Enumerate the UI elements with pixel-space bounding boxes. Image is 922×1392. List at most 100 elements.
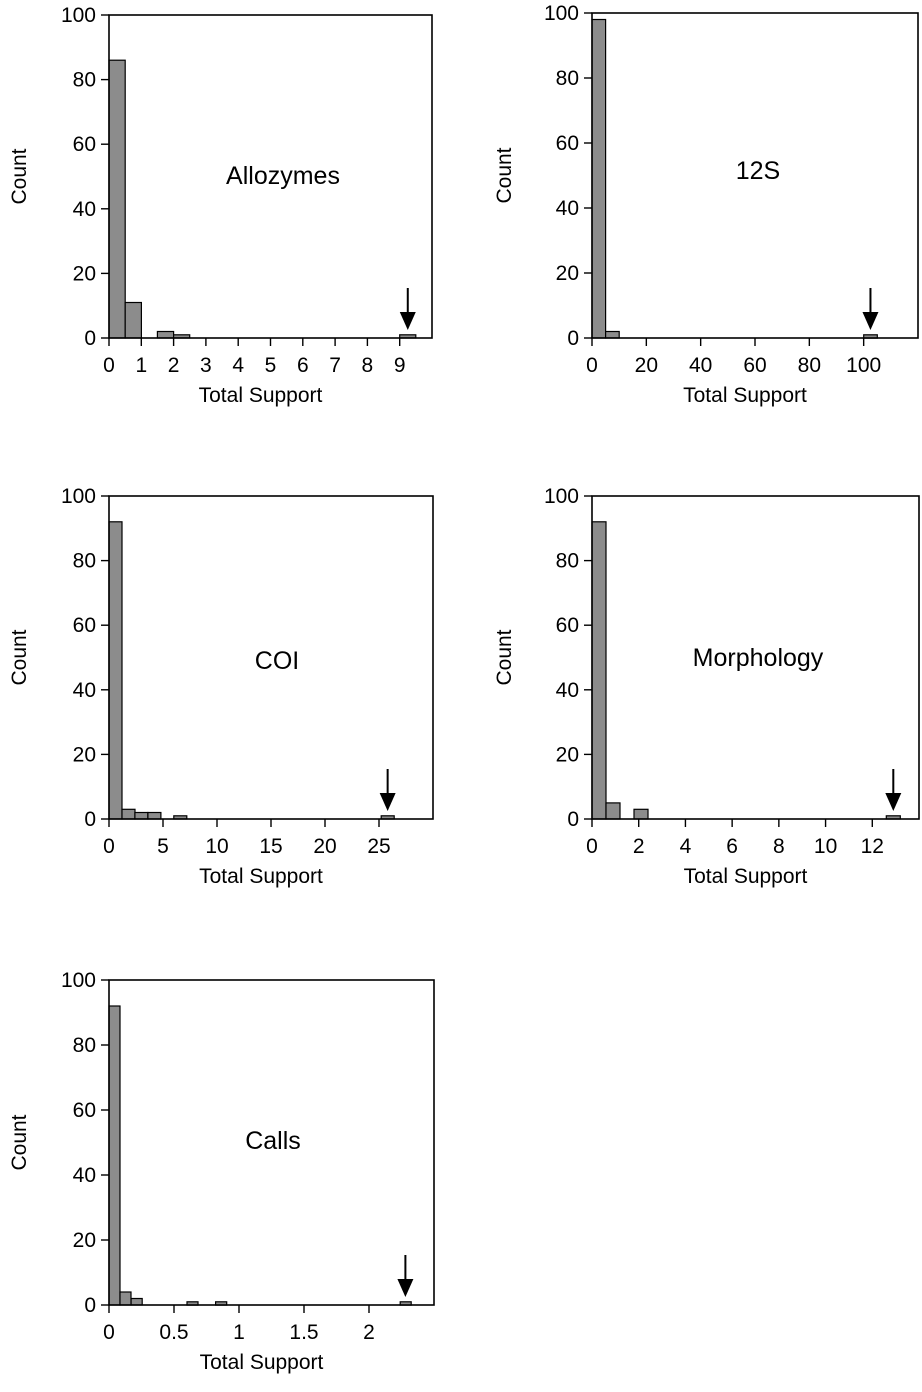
x-axis-title: Total Support (683, 384, 807, 407)
y-tick-label: 0 (567, 808, 579, 831)
panel-label: 12S (736, 157, 780, 185)
x-tick-label: 6 (297, 354, 309, 377)
panel-label: Calls (245, 1127, 301, 1155)
down-arrow-icon (399, 312, 416, 330)
y-tick-label: 60 (73, 133, 96, 156)
x-tick-label: 0.5 (159, 1321, 188, 1344)
x-axis-title: Total Support (199, 384, 323, 407)
x-tick-label: 9 (394, 354, 406, 377)
histogram-bar (591, 18, 607, 339)
x-tick-label: 3 (200, 354, 212, 377)
y-tick-label: 40 (73, 679, 96, 702)
x-tick-label: 0 (586, 354, 598, 377)
histogram-bar (591, 521, 607, 820)
y-tick-label: 40 (73, 198, 96, 221)
y-tick-label: 80 (556, 67, 579, 90)
histogram-bar (156, 330, 175, 339)
x-tick-label: 4 (680, 835, 692, 858)
down-arrow-icon (379, 793, 396, 811)
x-tick-label: 8 (362, 354, 374, 377)
x-axis-title: Total Support (199, 865, 323, 888)
x-tick-label: 60 (743, 354, 766, 377)
x-tick-label: 2 (363, 1321, 375, 1344)
y-tick-label: 100 (61, 485, 96, 508)
y-tick-label: 60 (73, 614, 96, 637)
y-tick-label: 80 (73, 69, 96, 92)
down-arrow-icon (885, 793, 902, 811)
histogram-bar (604, 330, 620, 339)
x-tick-label: 2 (633, 835, 645, 858)
x-tick-label: 80 (798, 354, 821, 377)
histogram-panel-4: 0 20 40 60 80 100 0 2 4 6 8 10 12 Total Support Count M… (493, 485, 920, 888)
x-tick-label: 20 (313, 835, 336, 858)
x-tick-label: 5 (157, 835, 169, 858)
y-tick-label: 40 (556, 197, 579, 220)
histogram-bar (605, 802, 621, 820)
histogram-bar (147, 811, 162, 820)
y-axis-title: Count (8, 1114, 31, 1170)
histogram-bar (134, 811, 149, 820)
y-axis-title: Count (493, 629, 516, 685)
histogram-panel-5: 0 20 40 60 80 100 0 0.5 1 1.5 2 Total Support Count C… (8, 969, 435, 1374)
x-axis-title: Total Support (200, 1351, 324, 1374)
panel-label: Allozymes (226, 162, 340, 190)
x-tick-label: 40 (689, 354, 712, 377)
x-axis-title: Total Support (684, 865, 808, 888)
plot-frame (591, 495, 920, 820)
histogram-bar (108, 59, 126, 339)
y-tick-label: 60 (556, 614, 579, 637)
x-tick-label: 7 (329, 354, 341, 377)
x-tick-label: 5 (265, 354, 277, 377)
x-tick-label: 4 (232, 354, 244, 377)
panel-label: Morphology (693, 644, 824, 672)
y-axis-title: Count (8, 148, 31, 204)
plot-frame (108, 979, 435, 1306)
histogram-bar (108, 521, 123, 820)
histogram-bar (108, 1005, 121, 1306)
x-tick-label: 15 (259, 835, 282, 858)
y-tick-label: 0 (84, 1294, 96, 1317)
histogram-panel-3: 0 20 40 60 80 100 0 5 10 15 20 25 Total Support Count… (8, 485, 434, 888)
histogram-bar (124, 301, 142, 339)
y-tick-label: 0 (84, 327, 96, 350)
x-tick-label: 0 (103, 835, 115, 858)
y-tick-label: 40 (556, 679, 579, 702)
panel-label: COI (255, 647, 299, 675)
y-tick-label: 20 (73, 262, 96, 285)
y-tick-label: 80 (73, 550, 96, 573)
y-axis-title: Count (8, 629, 31, 685)
y-tick-label: 40 (73, 1164, 96, 1187)
y-tick-label: 80 (556, 550, 579, 573)
y-tick-label: 20 (73, 1229, 96, 1252)
x-tick-label: 1 (135, 354, 147, 377)
histogram-bar (633, 808, 649, 820)
y-tick-label: 100 (61, 4, 96, 27)
x-tick-label: 10 (205, 835, 228, 858)
x-tick-label: 1.5 (289, 1321, 318, 1344)
x-tick-label: 100 (846, 354, 881, 377)
down-arrow-icon (397, 1279, 414, 1297)
x-tick-label: 0 (103, 354, 115, 377)
y-tick-label: 0 (84, 808, 96, 831)
x-tick-label: 25 (367, 835, 390, 858)
x-tick-label: 8 (773, 835, 785, 858)
y-axis-title: Count (493, 147, 516, 203)
down-arrow-icon (862, 312, 879, 330)
x-tick-label: 10 (814, 835, 837, 858)
histogram-panel-2: 0 20 40 60 80 100 0 20 40 60 80 100 Total Support Cou… (493, 2, 919, 407)
y-tick-label: 100 (544, 2, 579, 25)
histogram-bar (119, 1291, 132, 1306)
y-tick-label: 60 (556, 132, 579, 155)
x-tick-label: 1 (233, 1321, 245, 1344)
x-tick-label: 20 (635, 354, 658, 377)
y-tick-label: 60 (73, 1099, 96, 1122)
x-tick-label: 0 (586, 835, 598, 858)
y-tick-label: 0 (567, 327, 579, 350)
x-tick-label: 2 (168, 354, 180, 377)
y-tick-label: 20 (73, 743, 96, 766)
y-tick-label: 100 (544, 485, 579, 508)
y-tick-label: 80 (73, 1034, 96, 1057)
x-tick-label: 0 (103, 1321, 115, 1344)
